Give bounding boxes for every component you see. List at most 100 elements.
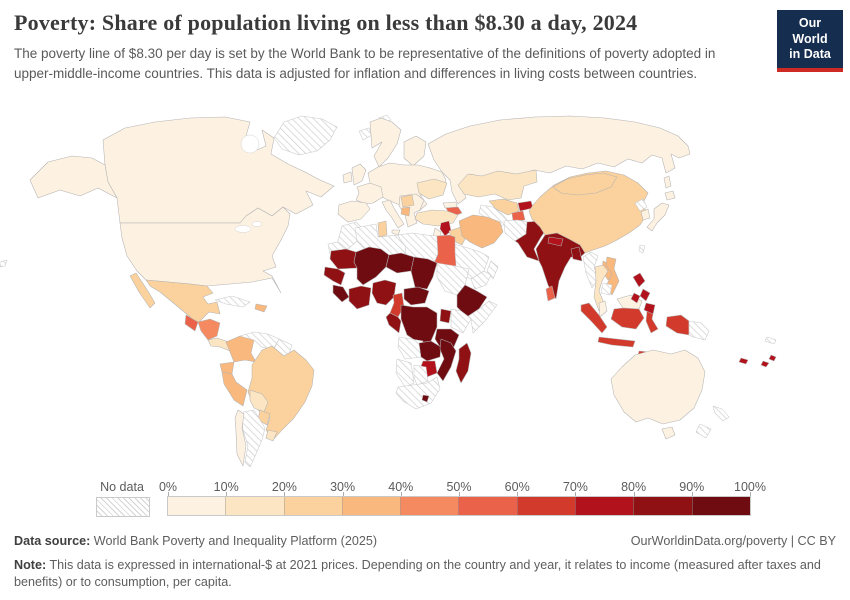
country-scandinavia[interactable] xyxy=(369,117,402,168)
country-sierra-leone-liberia[interactable] xyxy=(332,284,350,303)
country-egypt[interactable] xyxy=(432,234,457,267)
country-malaysia[interactable] xyxy=(598,300,608,318)
legend-bin-70-80%[interactable] xyxy=(575,497,634,515)
country-philippines-mindanao[interactable] xyxy=(643,302,656,315)
country-uganda[interactable] xyxy=(439,308,452,324)
country-ireland[interactable] xyxy=(342,171,353,184)
country-sicily[interactable] xyxy=(391,229,401,236)
country-new-zealand-south[interactable] xyxy=(695,423,712,439)
legend-bin-20-30%[interactable] xyxy=(283,497,342,515)
country-botswana[interactable] xyxy=(413,364,429,386)
country-zambia[interactable] xyxy=(418,340,442,362)
country-mexico[interactable] xyxy=(145,279,221,325)
legend-bin-50-60%[interactable] xyxy=(458,497,517,515)
country-mali[interactable] xyxy=(353,246,390,286)
country-nigeria[interactable] xyxy=(371,279,397,306)
legend-bin-80-90%[interactable] xyxy=(633,497,692,515)
country-thailand[interactable] xyxy=(593,264,609,312)
country-bangladesh[interactable] xyxy=(570,246,583,262)
country-sakhalin[interactable] xyxy=(663,175,672,189)
country-japan-hokkaido[interactable] xyxy=(664,190,676,201)
country-tasmania[interactable] xyxy=(661,426,676,440)
country-malawi-mozambique[interactable] xyxy=(436,338,457,382)
country-albania-north-macedonia[interactable] xyxy=(400,206,411,217)
country-yemen[interactable] xyxy=(470,270,492,290)
country-japan[interactable] xyxy=(646,202,670,232)
country-peru[interactable] xyxy=(221,371,248,407)
country-cote-divoire-ghana[interactable] xyxy=(348,285,372,310)
country-france[interactable] xyxy=(355,182,384,205)
country-chile[interactable] xyxy=(234,409,247,467)
country-kenya[interactable] xyxy=(450,308,472,334)
country-philippines-luzon[interactable] xyxy=(632,272,646,288)
country-indonesia-kalimantan[interactable] xyxy=(610,307,645,330)
country-russia[interactable] xyxy=(427,115,691,205)
legend-bin-90-100%[interactable] xyxy=(691,497,750,515)
legend-bin-60-70%[interactable] xyxy=(516,497,576,515)
country-hispaniola[interactable] xyxy=(254,303,268,313)
country-uruguay[interactable] xyxy=(265,429,278,442)
owid-logo[interactable]: Our World in Data xyxy=(777,10,843,72)
world-choropleth-map[interactable] xyxy=(0,110,850,478)
country-new-zealand-north[interactable] xyxy=(712,405,730,422)
country-cuba[interactable] xyxy=(214,295,251,308)
country-papua-new-guinea[interactable] xyxy=(688,320,710,341)
legend-no-data-swatch[interactable] xyxy=(96,497,150,517)
legend-bin-30-40%[interactable] xyxy=(341,497,401,515)
country-finland[interactable] xyxy=(403,135,427,167)
country-mongolia[interactable] xyxy=(552,172,618,196)
country-new-caledonia[interactable] xyxy=(764,336,777,345)
country-solomon-islands[interactable] xyxy=(738,357,749,365)
country-central-african-republic[interactable] xyxy=(403,286,430,306)
country-philippines-palawan[interactable] xyxy=(630,292,641,304)
country-sri-lanka[interactable] xyxy=(545,285,556,302)
country-philippines-visayas[interactable] xyxy=(639,288,651,302)
country-uzbekistan[interactable] xyxy=(488,198,520,216)
country-oman[interactable] xyxy=(486,260,499,280)
legend-color-bar[interactable] xyxy=(167,496,751,516)
country-kazakhstan[interactable] xyxy=(457,169,538,201)
country-turkey[interactable] xyxy=(414,209,459,227)
country-ukraine[interactable] xyxy=(416,178,448,200)
country-indonesia-java[interactable] xyxy=(597,336,636,348)
country-iberia[interactable] xyxy=(337,200,371,223)
country-lesotho[interactable] xyxy=(421,394,430,403)
country-angola[interactable] xyxy=(397,336,424,360)
country-taiwan[interactable] xyxy=(638,244,646,254)
country-chad[interactable] xyxy=(410,256,438,290)
country-tajikistan[interactable] xyxy=(511,210,526,222)
country-senegal-guinea[interactable] xyxy=(323,266,346,286)
country-argentina[interactable] xyxy=(241,409,266,468)
country-guatemala[interactable] xyxy=(184,314,199,332)
country-honduras-nicaragua[interactable] xyxy=(197,318,221,341)
country-united-kingdom[interactable] xyxy=(351,163,367,186)
legend-bin-40-50%[interactable] xyxy=(400,497,459,515)
country-alaska[interactable] xyxy=(29,155,118,199)
country-north-korea[interactable] xyxy=(634,198,648,212)
country-mexico-baja[interactable] xyxy=(129,272,156,309)
country-south-korea[interactable] xyxy=(640,208,651,221)
country-tunisia[interactable] xyxy=(377,220,388,238)
country-indonesia-papua[interactable] xyxy=(665,314,690,336)
country-vanuatu[interactable] xyxy=(760,360,770,368)
country-iceland[interactable] xyxy=(358,127,373,141)
legend-bin-10-20%[interactable] xyxy=(225,497,284,515)
country-nepal[interactable] xyxy=(547,236,564,247)
country-serbia-bosnia[interactable] xyxy=(400,194,415,208)
country-colombia[interactable] xyxy=(225,335,257,363)
country-namibia[interactable] xyxy=(395,358,415,388)
country-dr-congo[interactable] xyxy=(400,304,438,344)
credit-link[interactable]: OurWorldinData.org/poverty | CC BY xyxy=(630,534,836,548)
country-south-africa[interactable] xyxy=(395,376,441,410)
country-fiji[interactable] xyxy=(768,354,777,362)
country-cambodia[interactable] xyxy=(600,282,613,296)
legend-bin-0-10%[interactable] xyxy=(168,497,226,515)
country-madagascar[interactable] xyxy=(455,342,472,384)
country-iran[interactable] xyxy=(458,214,504,249)
country-ethiopia[interactable] xyxy=(456,284,488,318)
country-australia[interactable] xyxy=(610,349,706,425)
country-syria[interactable] xyxy=(439,220,452,237)
country-indonesia-sumatra[interactable] xyxy=(580,302,608,334)
country-mauritania[interactable] xyxy=(329,248,358,270)
country-gabon-congo[interactable] xyxy=(385,312,402,334)
